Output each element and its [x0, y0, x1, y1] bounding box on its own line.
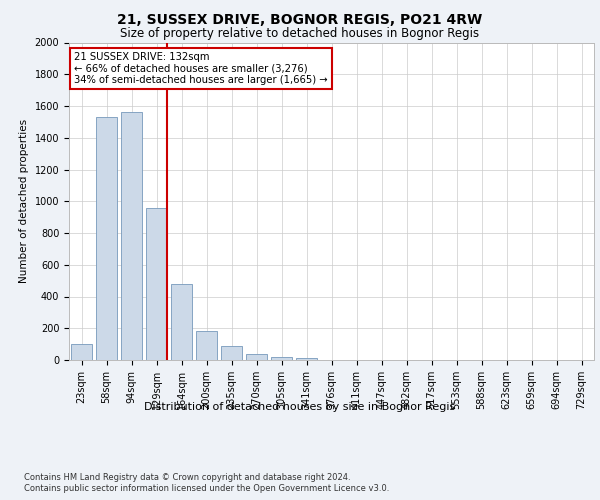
Bar — [246, 354, 267, 360]
Bar — [96, 117, 117, 360]
Bar — [146, 208, 167, 360]
Text: Contains HM Land Registry data © Crown copyright and database right 2024.: Contains HM Land Registry data © Crown c… — [24, 472, 350, 482]
Text: 21 SUSSEX DRIVE: 132sqm
← 66% of detached houses are smaller (3,276)
34% of semi: 21 SUSSEX DRIVE: 132sqm ← 66% of detache… — [74, 52, 328, 85]
Y-axis label: Number of detached properties: Number of detached properties — [19, 119, 29, 284]
Text: Distribution of detached houses by size in Bognor Regis: Distribution of detached houses by size … — [145, 402, 455, 412]
Text: Size of property relative to detached houses in Bognor Regis: Size of property relative to detached ho… — [121, 28, 479, 40]
Bar — [196, 332, 217, 360]
Bar — [271, 357, 292, 360]
Bar — [121, 112, 142, 360]
Bar — [71, 344, 92, 360]
Text: 21, SUSSEX DRIVE, BOGNOR REGIS, PO21 4RW: 21, SUSSEX DRIVE, BOGNOR REGIS, PO21 4RW — [118, 12, 482, 26]
Bar — [171, 284, 192, 360]
Text: Contains public sector information licensed under the Open Government Licence v3: Contains public sector information licen… — [24, 484, 389, 493]
Bar — [296, 358, 317, 360]
Bar — [221, 346, 242, 360]
